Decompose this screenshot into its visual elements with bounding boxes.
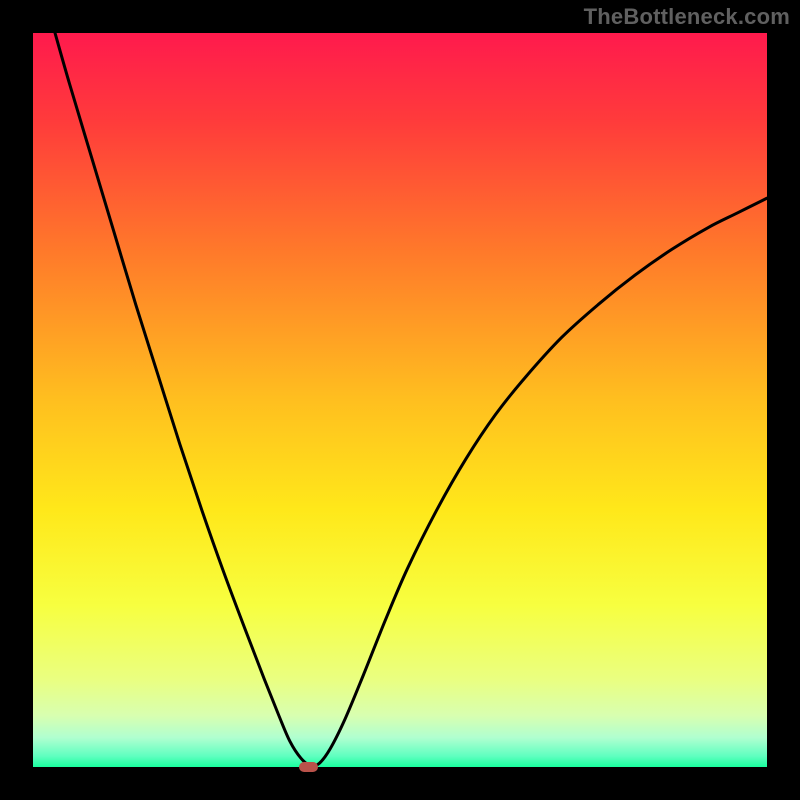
plot-area bbox=[33, 33, 767, 767]
watermark-label: TheBottleneck.com bbox=[584, 4, 790, 30]
curve-layer bbox=[33, 33, 767, 767]
optimal-point-marker bbox=[299, 762, 318, 772]
bottleneck-curve bbox=[55, 33, 767, 766]
chart-frame: TheBottleneck.com bbox=[0, 0, 800, 800]
